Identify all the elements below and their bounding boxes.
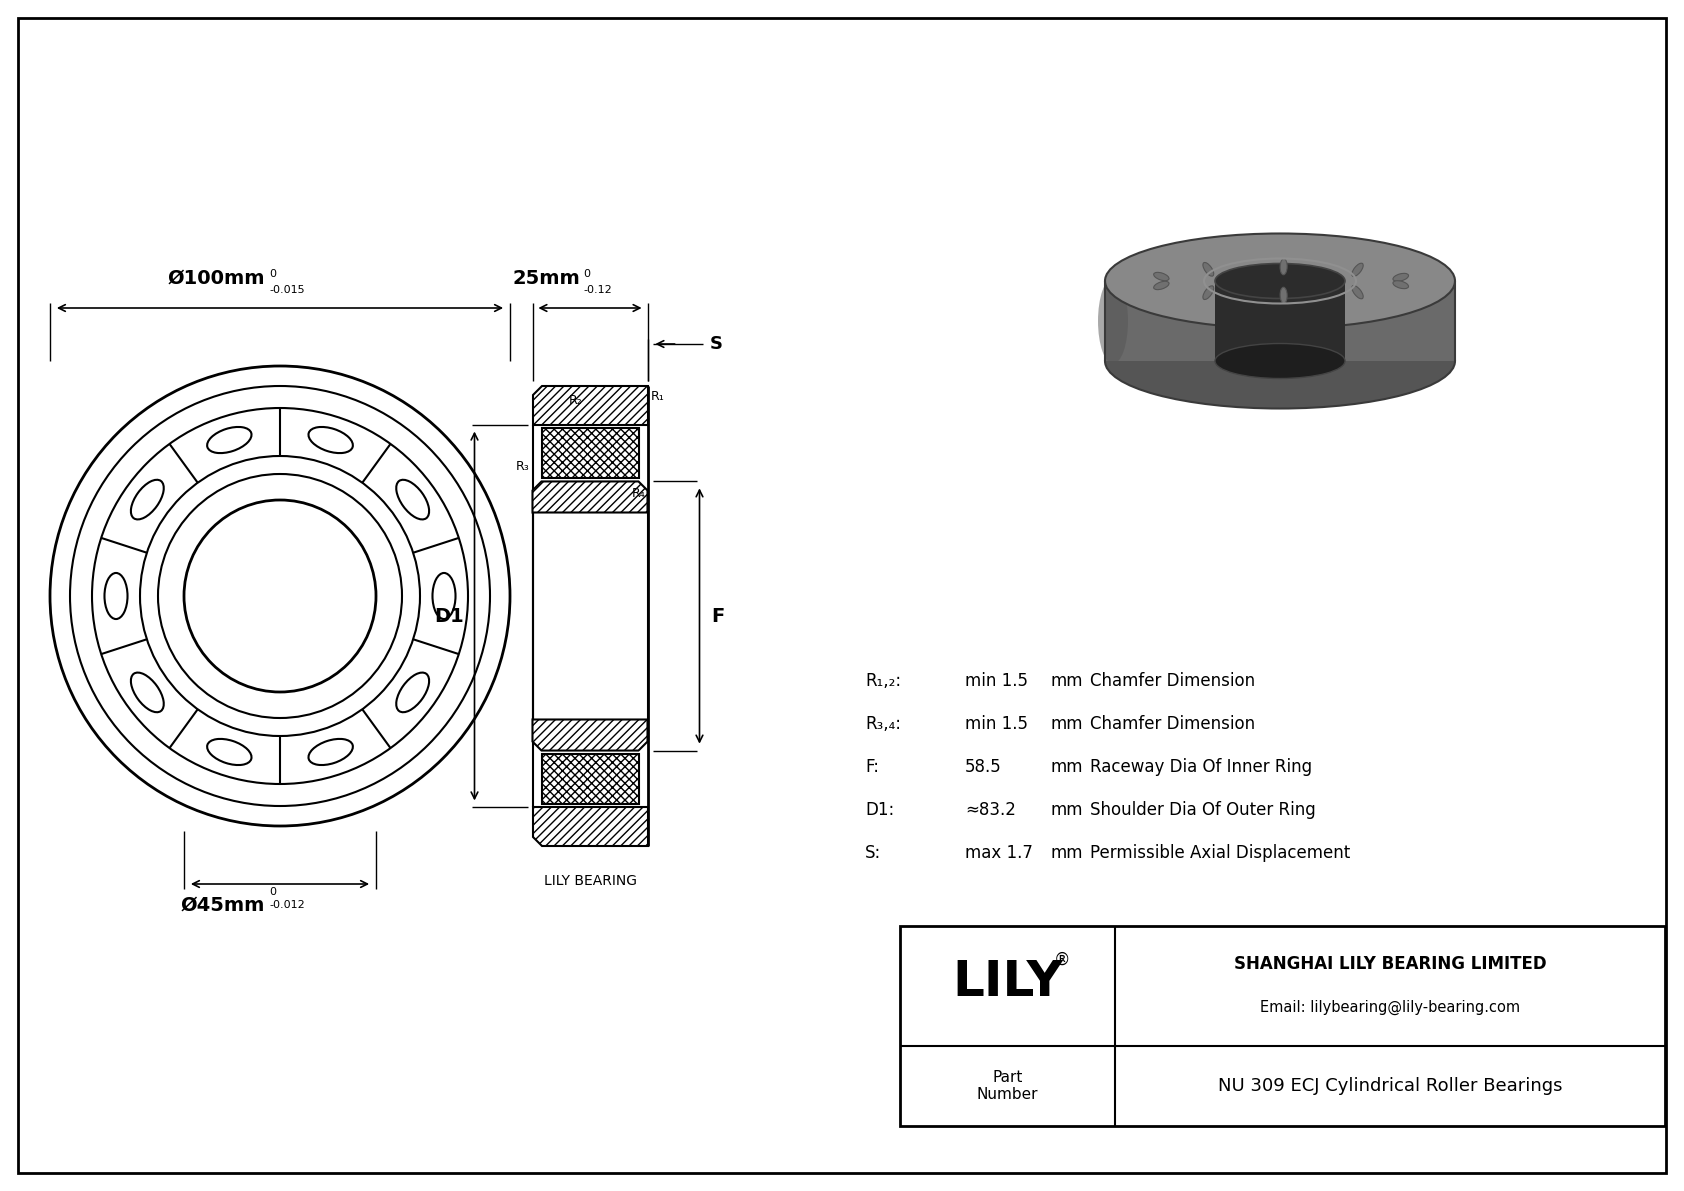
Text: F: F (712, 606, 724, 625)
Text: S: S (709, 335, 722, 353)
Text: Chamfer Dimension: Chamfer Dimension (1090, 672, 1255, 690)
Text: -0.12: -0.12 (583, 285, 611, 295)
Text: LILY: LILY (951, 958, 1063, 1006)
Text: 58.5: 58.5 (965, 757, 1002, 777)
Ellipse shape (1105, 313, 1455, 409)
Text: ≈83.2: ≈83.2 (965, 802, 1015, 819)
Text: 0: 0 (583, 269, 589, 279)
Text: mm: mm (1051, 802, 1083, 819)
Text: mm: mm (1051, 844, 1083, 862)
Text: Ø100mm: Ø100mm (167, 269, 264, 288)
Ellipse shape (1098, 279, 1128, 363)
Polygon shape (532, 719, 648, 750)
Text: mm: mm (1051, 757, 1083, 777)
Text: min 1.5: min 1.5 (965, 672, 1027, 690)
Bar (1105, 281, 1455, 361)
Text: D1: D1 (434, 606, 465, 625)
Ellipse shape (1105, 233, 1455, 329)
Text: SHANGHAI LILY BEARING LIMITED: SHANGHAI LILY BEARING LIMITED (1234, 955, 1546, 973)
Ellipse shape (1393, 281, 1408, 288)
Text: -0.015: -0.015 (269, 285, 305, 295)
Bar (1214, 281, 1346, 361)
Text: Raceway Dia Of Inner Ring: Raceway Dia Of Inner Ring (1090, 757, 1312, 777)
Text: 0: 0 (269, 269, 276, 279)
Text: R₄: R₄ (632, 487, 645, 500)
Text: Ø45mm: Ø45mm (180, 896, 264, 915)
Ellipse shape (1214, 263, 1346, 299)
Ellipse shape (1214, 343, 1346, 379)
Ellipse shape (1154, 273, 1169, 281)
Bar (542, 754, 638, 804)
Ellipse shape (1202, 262, 1214, 276)
Text: R₃,₄:: R₃,₄: (866, 715, 901, 732)
Ellipse shape (1202, 286, 1214, 299)
Text: R₁,₂:: R₁,₂: (866, 672, 901, 690)
Polygon shape (532, 807, 648, 846)
Bar (542, 428, 638, 479)
Ellipse shape (1393, 274, 1408, 281)
Text: Shoulder Dia Of Outer Ring: Shoulder Dia Of Outer Ring (1090, 802, 1315, 819)
Text: Email: lilybearing@lily-bearing.com: Email: lilybearing@lily-bearing.com (1260, 1000, 1521, 1015)
Text: F:: F: (866, 757, 879, 777)
Polygon shape (532, 386, 648, 425)
Text: 0: 0 (269, 887, 276, 897)
Text: min 1.5: min 1.5 (965, 715, 1027, 732)
Polygon shape (532, 481, 648, 512)
Ellipse shape (1352, 263, 1364, 276)
Text: mm: mm (1051, 715, 1083, 732)
Text: NU 309 ECJ Cylindrical Roller Bearings: NU 309 ECJ Cylindrical Roller Bearings (1218, 1077, 1563, 1095)
Text: -0.012: -0.012 (269, 900, 305, 910)
Ellipse shape (1352, 286, 1364, 299)
Text: ®: ® (1052, 950, 1069, 969)
Bar (899, 925, 1665, 1125)
Text: Part
Number: Part Number (977, 1070, 1039, 1102)
Text: max 1.7: max 1.7 (965, 844, 1032, 862)
Text: R₂: R₂ (568, 393, 583, 406)
Text: Permissible Axial Displacement: Permissible Axial Displacement (1090, 844, 1351, 862)
Text: S:: S: (866, 844, 881, 862)
Ellipse shape (1280, 287, 1287, 304)
Text: mm: mm (1051, 672, 1083, 690)
Ellipse shape (1154, 281, 1169, 289)
Text: R₁: R₁ (650, 389, 663, 403)
Text: Chamfer Dimension: Chamfer Dimension (1090, 715, 1255, 732)
Text: 25mm: 25mm (512, 269, 579, 288)
Text: R₃: R₃ (515, 461, 529, 474)
Ellipse shape (1280, 258, 1287, 275)
Text: LILY BEARING: LILY BEARING (544, 874, 637, 888)
Text: D1:: D1: (866, 802, 894, 819)
